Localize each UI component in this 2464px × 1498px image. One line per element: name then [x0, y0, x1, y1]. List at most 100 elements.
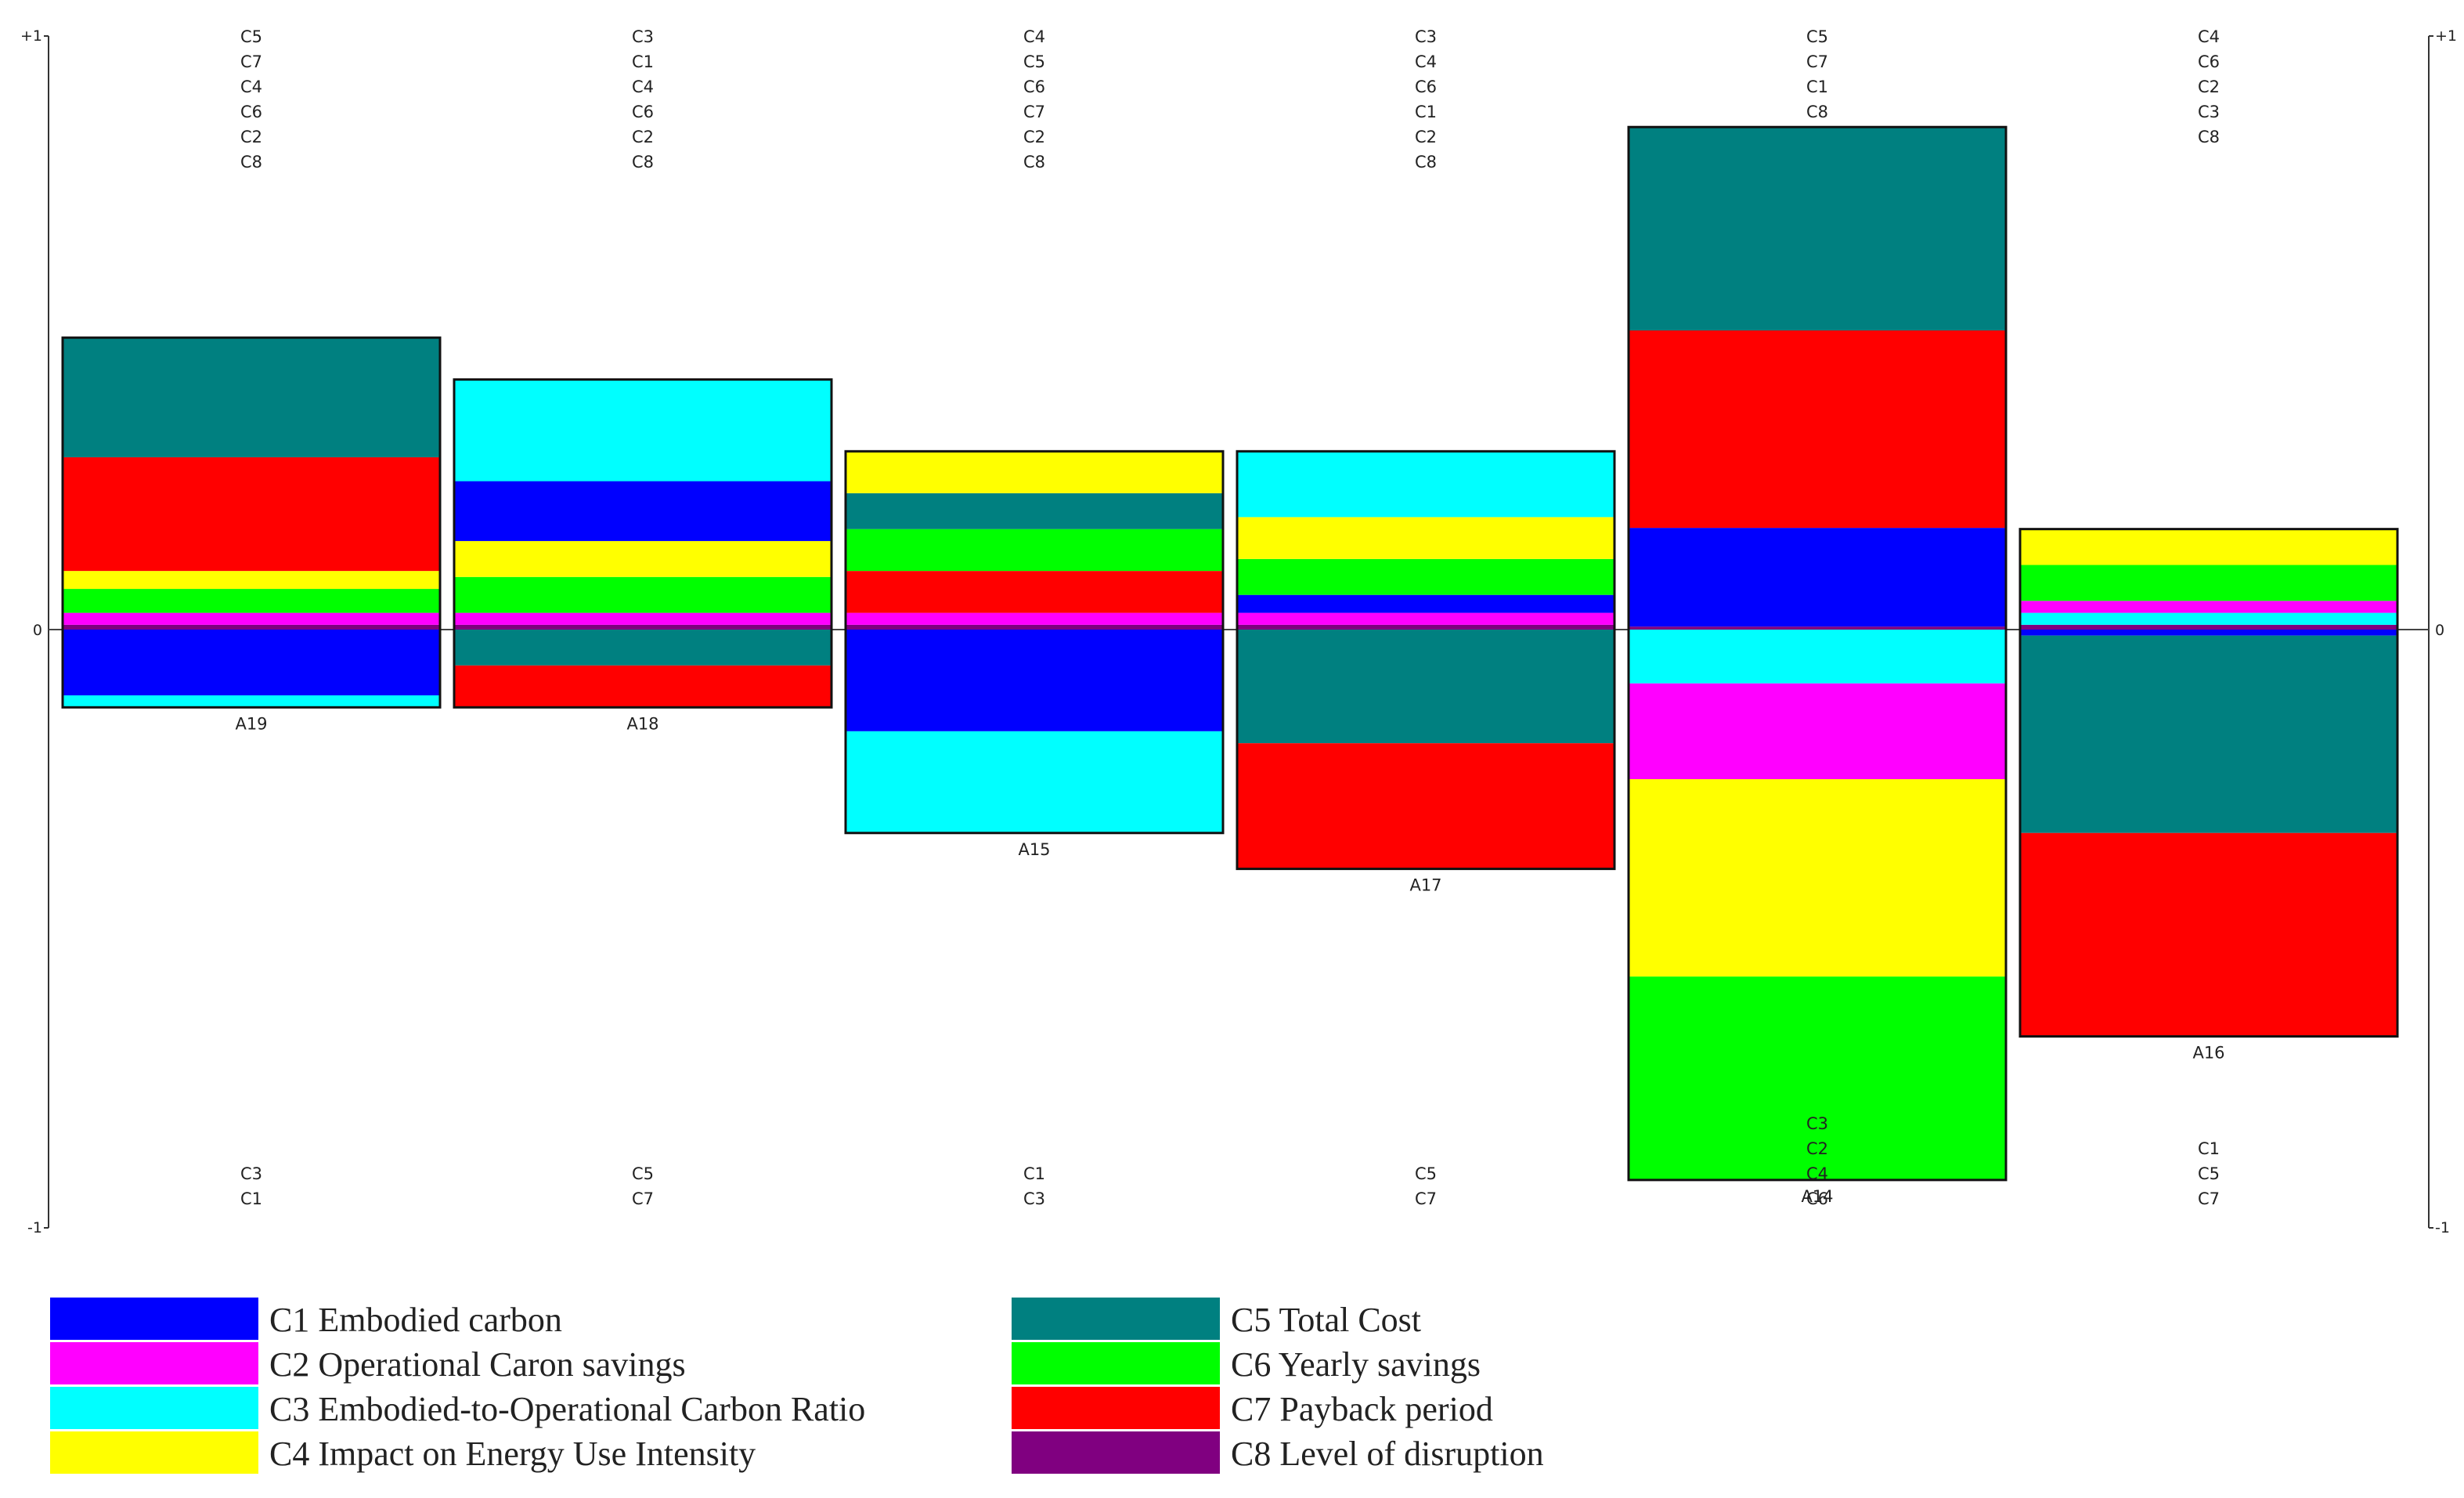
alternative-a18: A18 C3 C1 C4 C6 C2 C8 C5 C7	[453, 27, 833, 1208]
positive-criterion-label: C8	[240, 153, 262, 171]
left-axis-bottom-label: -1	[27, 1219, 42, 1236]
bar-segment	[846, 571, 1223, 613]
legend-label: C1 Embodied carbon	[269, 1301, 562, 1339]
positive-criterion-label: C8	[1023, 153, 1045, 171]
legend-label: C2 Operational Caron savings	[269, 1345, 686, 1384]
negative-criterion-label: C7	[1415, 1189, 1437, 1208]
bar-segment	[1629, 630, 2006, 684]
bar-segment	[1237, 594, 1614, 613]
bar-outline	[61, 336, 442, 709]
positive-criterion-label: C7	[1023, 103, 1045, 121]
bar-outline	[2018, 528, 2399, 1038]
positive-criterion-label: C7	[240, 52, 262, 71]
positive-criterion-label: C6	[240, 103, 262, 121]
alternative-a17: A17 C3 C4 C6 C1 C2 C8 C5 C7	[1236, 27, 1616, 1208]
positive-criterion-label: C8	[632, 153, 654, 171]
positive-criterion-label: C8	[1806, 103, 1828, 121]
bar-segment	[1629, 976, 2006, 1180]
bar-segment	[63, 457, 440, 572]
positive-criterion-label: C6	[1023, 78, 1045, 96]
bar-segment	[2020, 565, 2397, 601]
bar-segment	[1629, 528, 2006, 627]
positive-criterion-label: C1	[1415, 103, 1437, 121]
positive-criterion-label: C3	[1415, 27, 1437, 46]
left-axis-zero-label: 0	[33, 622, 42, 639]
positive-criterion-label: C2	[632, 128, 654, 146]
negative-criterion-label: C5	[632, 1164, 654, 1183]
legend-item-c3: C3 Embodied-to-Operational Carbon Ratio	[50, 1387, 865, 1429]
positive-criterion-label: C5	[1023, 52, 1045, 71]
positive-criterion-label: C3	[632, 27, 654, 46]
positive-criterion-label: C4	[632, 78, 654, 96]
legend-swatch	[50, 1342, 258, 1384]
left-axis-top-label: +1	[20, 27, 42, 45]
positive-criterion-label: C5	[1806, 27, 1828, 46]
negative-criterion-label: C6	[1806, 1189, 1828, 1208]
right-axis-bottom-label: -1	[2435, 1219, 2450, 1236]
positive-criterion-label: C6	[1415, 78, 1437, 96]
negative-criterion-label: C7	[632, 1189, 654, 1208]
negative-criterion-label: C3	[240, 1164, 262, 1183]
bar-segment	[846, 612, 1223, 625]
bar-segment	[2020, 832, 2397, 1037]
legend: C1 Embodied carbon C2 Operational Caron s…	[50, 1298, 1544, 1474]
alternative-label: A15	[1018, 840, 1050, 859]
right-axis-zero-label: 0	[2435, 622, 2444, 639]
legend-item-c1: C1 Embodied carbon	[50, 1298, 562, 1340]
bar-segment	[1629, 683, 2006, 779]
bar-segment	[1237, 743, 1614, 869]
legend-label: C4 Impact on Energy Use Intensity	[269, 1435, 756, 1473]
bar-segment	[846, 624, 1223, 630]
bar-segment	[2020, 630, 2397, 636]
negative-criterion-label: C1	[1023, 1164, 1045, 1183]
positive-criterion-label: C3	[2198, 103, 2220, 121]
alternative-a15: A15 C4 C5 C6 C7 C2 C8 C1 C3	[844, 27, 1225, 1208]
bar-segment	[2020, 635, 2397, 833]
bar-outline	[1627, 125, 2008, 1182]
negative-criterion-label: C4	[1806, 1164, 1828, 1183]
bar-segment	[454, 630, 832, 666]
bar-outline	[453, 378, 833, 709]
bar-segment	[63, 612, 440, 625]
legend-item-c2: C2 Operational Caron savings	[50, 1342, 686, 1384]
bar-outline	[844, 449, 1225, 835]
legend-swatch	[1012, 1387, 1220, 1429]
legend-label: C6 Yearly savings	[1231, 1345, 1481, 1384]
alternative-a14: A14 C5 C7 C1 C8 C3 C2 C4 C6	[1627, 27, 2008, 1208]
bar-segment	[63, 695, 440, 708]
bar-segment	[454, 612, 832, 625]
bar-outline	[1236, 449, 1616, 871]
bar-segment	[1629, 127, 2006, 331]
positive-criterion-label: C2	[1023, 128, 1045, 146]
positive-criterion-label: C5	[240, 27, 262, 46]
legend-label: C3 Embodied-to-Operational Carbon Ratio	[269, 1390, 865, 1428]
bar-segment	[454, 379, 832, 482]
legend-swatch	[1012, 1342, 1220, 1384]
bar-segment	[2020, 612, 2397, 625]
legend-label: C7 Payback period	[1231, 1390, 1493, 1428]
bar-segment	[454, 665, 832, 708]
bar-segment	[63, 571, 440, 590]
alternative-label: A16	[2192, 1044, 2224, 1063]
legend-item-c5: C5 Total Cost	[1012, 1298, 1421, 1340]
bar-segment	[1629, 779, 2006, 977]
bar-segment	[2020, 601, 2397, 613]
bar-segment	[2020, 529, 2397, 565]
bar-segment	[2020, 624, 2397, 630]
positive-criterion-label: C6	[2198, 52, 2220, 71]
positive-criterion-label: C8	[1415, 153, 1437, 171]
bar-segment	[454, 576, 832, 613]
positive-criterion-label: C2	[2198, 78, 2220, 96]
bar-segment	[63, 589, 440, 613]
bar-segment	[846, 493, 1223, 529]
legend-swatch	[1012, 1298, 1220, 1340]
positive-criterion-label: C1	[1806, 78, 1828, 96]
positive-criterion-label: C4	[2198, 27, 2220, 46]
alternative-bars: A19 C5 C7 C4 C6 C2 C8 C3 C1 A18 C3 C1 C4 C6 C2 C8 C5 C7 A1…	[61, 27, 2399, 1208]
bar-segment	[846, 630, 1223, 731]
alternative-label: A19	[235, 714, 267, 733]
alternative-a16: A16 C4 C6 C2 C3 C8 C1 C5 C7	[2018, 27, 2399, 1208]
negative-criterion-label: C5	[1415, 1164, 1437, 1183]
legend-item-c8: C8 Level of disruption	[1012, 1431, 1544, 1474]
alternative-label: A18	[626, 714, 658, 733]
